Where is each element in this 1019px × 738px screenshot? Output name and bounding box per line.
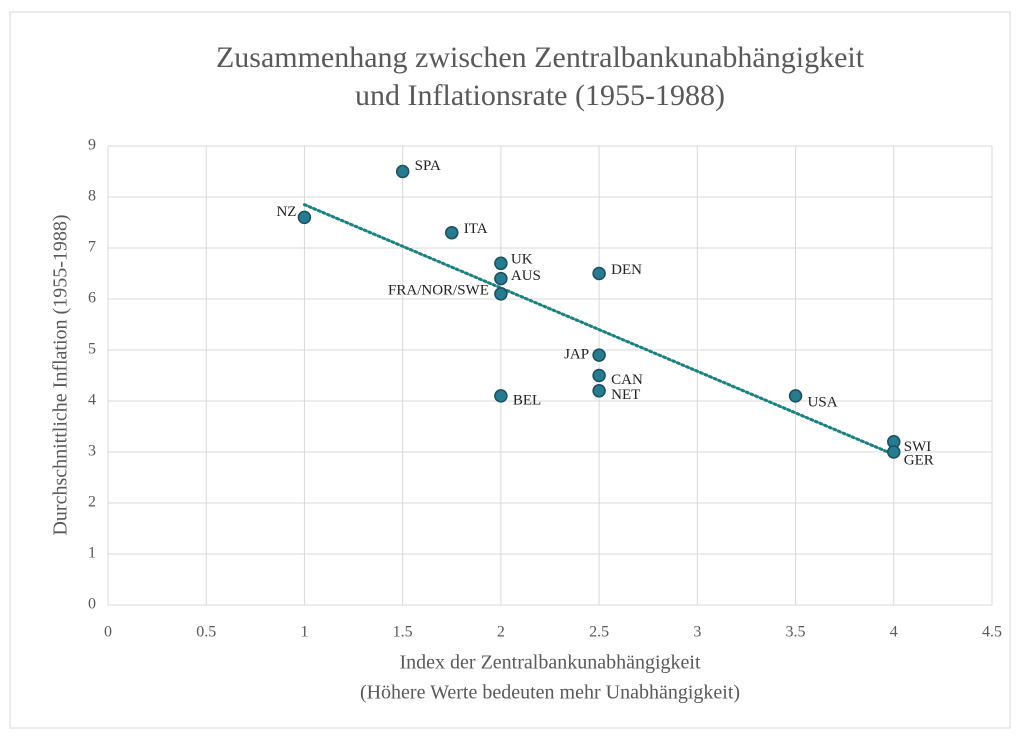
point-label: CAN [611,372,643,388]
x-tick-label: 1 [300,624,308,641]
trendline [302,203,896,457]
x-axis-title: Index der Zentralbankunabhängigkeit [400,652,701,674]
point [494,271,508,286]
point-label: FRA/NOR/SWE [388,282,489,298]
point [297,210,312,225]
y-axis-title: Durchschnittliche Inflation (1955-1988) [50,214,72,535]
point [592,384,606,398]
y-tick-label: 6 [88,290,96,307]
y-tick-label: 9 [88,137,96,154]
x-tick-label: 3.5 [786,624,806,641]
y-tick-label: 5 [88,341,96,358]
point [445,225,459,240]
point [592,348,606,362]
y-tick-label: 7 [88,239,96,256]
point-label: BEL [513,392,541,408]
point-label: NZ [276,204,296,220]
point [494,287,508,301]
point-label: UK [511,252,533,268]
x-tick-label: 2.5 [589,624,609,641]
x-tick-label: 0.5 [196,624,216,641]
x-tick-label: 4.5 [982,624,1002,641]
x-tick-label: 3 [693,624,701,641]
point-label: NET [611,387,640,403]
point-label: GER [904,452,934,468]
x-axis-title: (Höhere Werte bedeuten mehr Unabhängigke… [360,682,740,704]
y-tick-label: 8 [88,188,96,205]
chart-title: Zusammenhang zwischen Zentralbankunabhän… [216,41,865,74]
point-label: SWI [904,439,932,455]
x-tick-label: 1.5 [393,624,413,641]
point [494,256,508,271]
point [788,389,803,403]
x-tick-label: 2 [497,624,505,641]
point-label: AUS [511,268,541,284]
x-tick-label: 0 [104,624,112,641]
point-label: SPA [415,158,441,174]
point-label: JAP [564,347,589,363]
y-tick-label: 3 [88,443,96,460]
point-label: USA [808,394,838,410]
y-tick-label: 2 [88,494,96,511]
point [494,389,508,403]
y-tick-label: 1 [88,545,96,562]
point [592,368,606,383]
chart-border [9,11,1011,729]
point [592,266,606,281]
point-label: DEN [611,262,642,278]
x-tick-label: 4 [890,624,898,641]
point [887,445,901,459]
point-label: ITA [464,221,488,237]
y-tick-label: 0 [88,596,96,613]
chart-title: und Inflationsrate (1955-1988) [355,79,725,112]
y-tick-label: 4 [88,392,96,409]
point [395,164,410,179]
